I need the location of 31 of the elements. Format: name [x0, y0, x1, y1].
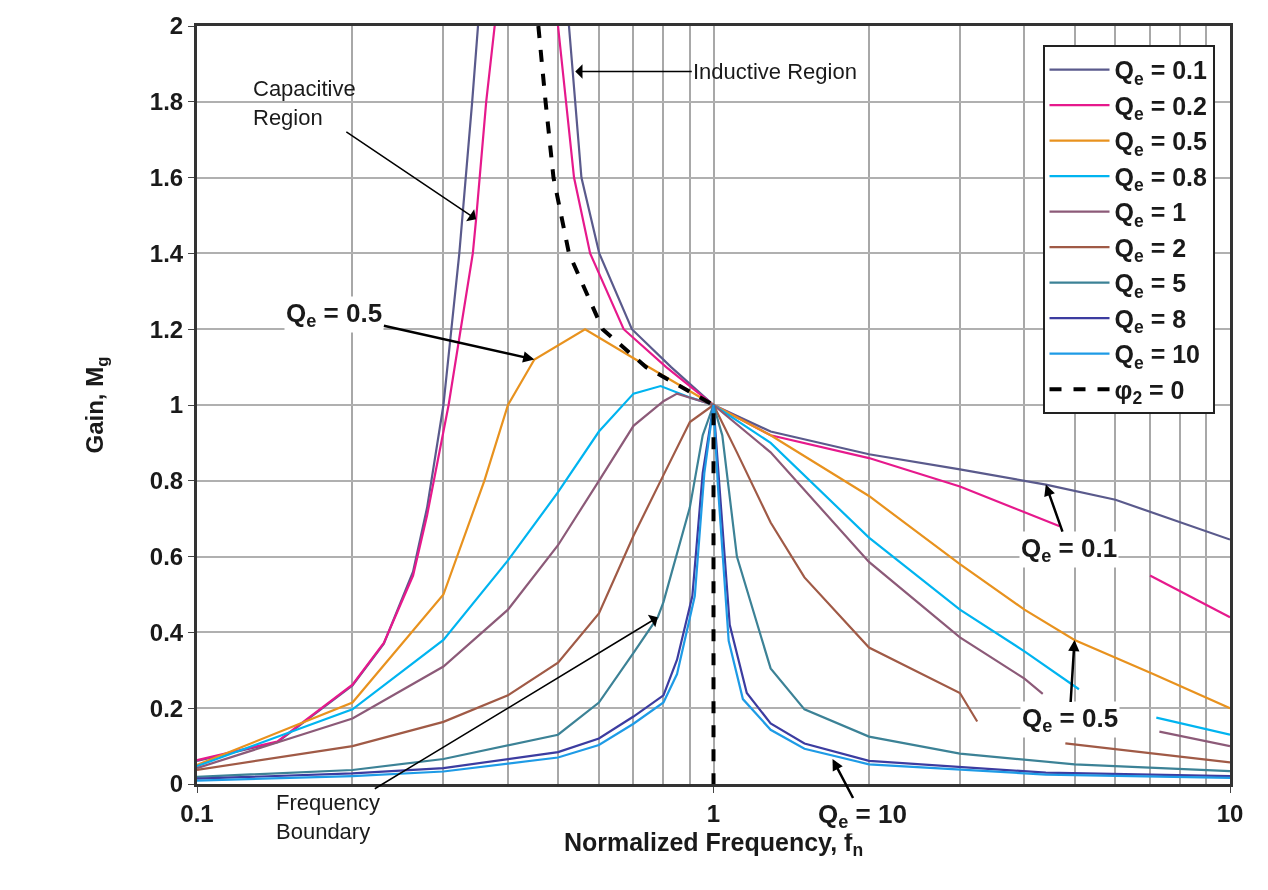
annotation: Q$_{e}$ = 0.5 — [286, 298, 383, 332]
legend-label: Q$_{e}$ = 0.5 — [1114, 127, 1208, 160]
y-tick-label: 1.8 — [149, 88, 184, 116]
legend-label: Q$_{e}$ = 0.1 — [1114, 56, 1208, 89]
x-tick-label: 1 — [706, 799, 721, 827]
annotation: Q$_{e}$ = 10 — [818, 799, 907, 833]
legend-label: Q$_{e}$ = 1 — [1114, 198, 1187, 231]
y-tick-label: 0 — [169, 770, 184, 798]
y-tick-label: 0.6 — [149, 543, 184, 570]
y-tick-label: 0.8 — [149, 467, 184, 495]
x-tick-label: 0.1 — [180, 799, 214, 827]
annotation: Q$_{e}$ = 0.5 — [1022, 703, 1119, 737]
legend-label: Q$_{e}$ = 0.2 — [1114, 91, 1207, 125]
legend-label: Q$_{e}$ = 0.8 — [1114, 162, 1208, 196]
y-tick-label: 1.6 — [149, 164, 184, 191]
legend-label: Q$_{e}$ = 5 — [1114, 269, 1187, 302]
legend-label: Q$_{e}$ = 2 — [1114, 233, 1187, 267]
y-tick-label: 1.2 — [149, 315, 184, 343]
annotation: Frequency Boundary — [276, 790, 380, 844]
annotation: Q$_{e}$ = 0.1 — [1021, 533, 1118, 567]
legend-label: Q$_{e}$ = 10 — [1114, 340, 1201, 373]
legend-label: φ$_{2}$ = 0 — [1114, 375, 1185, 409]
annotation: Capacitive Region — [253, 76, 356, 130]
y-tick-label: 1 — [169, 391, 184, 419]
y-tick-label: 0.4 — [149, 618, 184, 646]
x-tick-label: 10 — [1216, 799, 1244, 827]
y-tick-label: 2 — [169, 12, 184, 40]
y-tick-label: 0.2 — [149, 694, 184, 722]
legend-label: Q$_{e}$ = 8 — [1114, 304, 1187, 338]
annotation: Inductive Region — [693, 59, 857, 84]
y-tick-label: 1.4 — [149, 239, 184, 267]
